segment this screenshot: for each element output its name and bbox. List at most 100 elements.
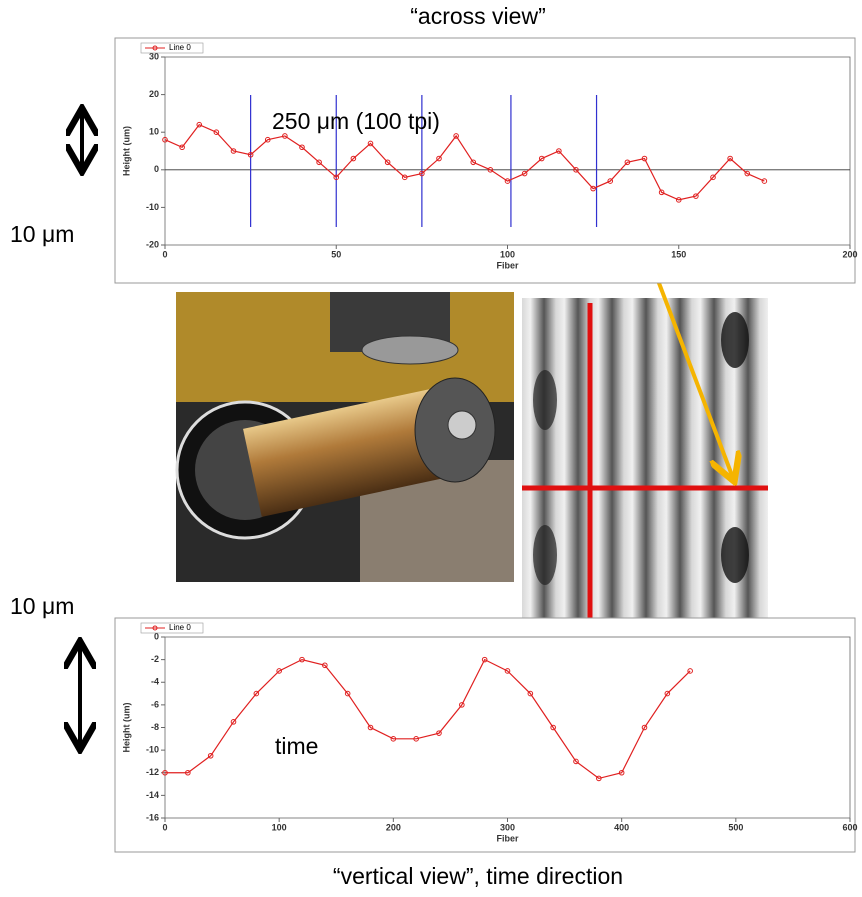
y-tick-label: 30 [149, 51, 159, 61]
x-tick-label: 600 [842, 822, 857, 832]
data-point [367, 724, 374, 731]
data-point [322, 662, 328, 669]
data-point [618, 769, 625, 776]
y-tick-label: -14 [146, 790, 159, 800]
data-point [573, 167, 579, 173]
x-axis-label: Fiber [496, 260, 519, 270]
data-point [596, 775, 602, 782]
data-point [487, 167, 494, 173]
data-point [521, 170, 528, 177]
data-point [687, 668, 693, 674]
data-point [401, 174, 408, 181]
data-point [299, 144, 305, 151]
legend-marker [152, 625, 158, 631]
data-point [590, 185, 596, 192]
chart: -16 -14 -12 -10 -8 -6 -4 -2 0 0 100 200 300 400 500 600… [114, 617, 858, 853]
y-tick-label: 0 [154, 164, 159, 174]
y-tick-label: 10 [149, 127, 159, 137]
chart-frame [114, 37, 856, 284]
data-point [727, 155, 733, 162]
data-point [710, 174, 716, 181]
data-point [504, 178, 511, 184]
x-tick-label: 200 [386, 822, 401, 832]
data-point [556, 148, 562, 154]
y-tick-label: -20 [146, 239, 159, 249]
data-point [658, 189, 665, 196]
y-tick-label: -4 [151, 677, 159, 687]
data-point [247, 151, 254, 158]
data-point [179, 144, 185, 151]
data-point [213, 129, 220, 135]
spacing-label: 250 μm (100 tpi) [272, 108, 440, 134]
data-point [664, 690, 671, 697]
scale-label: 10 μm [10, 221, 74, 247]
data-point [264, 136, 271, 143]
y-tick-label: -2 [151, 654, 159, 664]
x-tick-label: 0 [162, 249, 167, 259]
chart-frame [114, 617, 856, 853]
data-point [316, 159, 322, 166]
data-point [436, 155, 442, 162]
data-point [350, 155, 357, 162]
y-tick-label: -6 [151, 699, 159, 709]
y-tick-label: -16 [146, 812, 159, 822]
data-point [744, 170, 751, 177]
x-tick-label: 150 [671, 249, 686, 259]
data-line [164, 123, 765, 201]
data-point [230, 148, 237, 154]
legend-label: Line 0 [169, 623, 191, 632]
data-point [299, 656, 305, 663]
data-point [162, 136, 168, 143]
data-point [675, 197, 682, 203]
data-point [641, 724, 648, 731]
data-point [436, 730, 442, 736]
data-point [207, 752, 214, 759]
slide-title: “across view” [410, 3, 545, 29]
data-point [641, 155, 648, 162]
y-axis-label: Height (um) [121, 703, 131, 753]
data-point [453, 133, 459, 139]
data-line [165, 658, 691, 780]
footer: “vertical view”, time direction [333, 863, 623, 889]
data-point [367, 140, 374, 147]
data-point [470, 159, 477, 166]
data-point [538, 155, 545, 162]
data-point [282, 133, 288, 139]
data-point [185, 769, 191, 776]
data-point [693, 193, 699, 199]
y-tick-label: -10 [146, 745, 159, 755]
y-tick-label: -8 [151, 722, 159, 732]
data-point [573, 758, 579, 765]
data-point [276, 668, 282, 674]
x-tick-label: 300 [500, 822, 515, 832]
data-point [481, 656, 488, 663]
data-point [413, 736, 419, 742]
data-point [230, 719, 237, 725]
x-tick-label: 0 [162, 822, 167, 832]
data-point [333, 174, 340, 181]
y-tick-label: 20 [149, 89, 159, 99]
y-axis-label: Height (um) [121, 126, 131, 176]
legend-marker [152, 45, 158, 51]
x-tick-label: 400 [614, 822, 629, 832]
data-point [390, 736, 397, 742]
y-tick-label: 0 [154, 631, 159, 641]
data-point [344, 690, 351, 697]
scale-label: 10 μm [10, 593, 74, 619]
surface-scan [522, 298, 768, 618]
legend-box [140, 622, 204, 634]
time-label: time [275, 733, 318, 759]
legend-box [140, 42, 204, 54]
data-point [504, 668, 511, 674]
y-tick-label: -12 [146, 767, 159, 777]
data-point [550, 724, 556, 731]
legend-label: Line 0 [169, 43, 191, 52]
x-axis-label: Fiber [496, 833, 519, 843]
data-point [527, 690, 534, 697]
data-point [196, 121, 203, 128]
roller-photo [175, 292, 514, 582]
data-point [761, 178, 768, 184]
